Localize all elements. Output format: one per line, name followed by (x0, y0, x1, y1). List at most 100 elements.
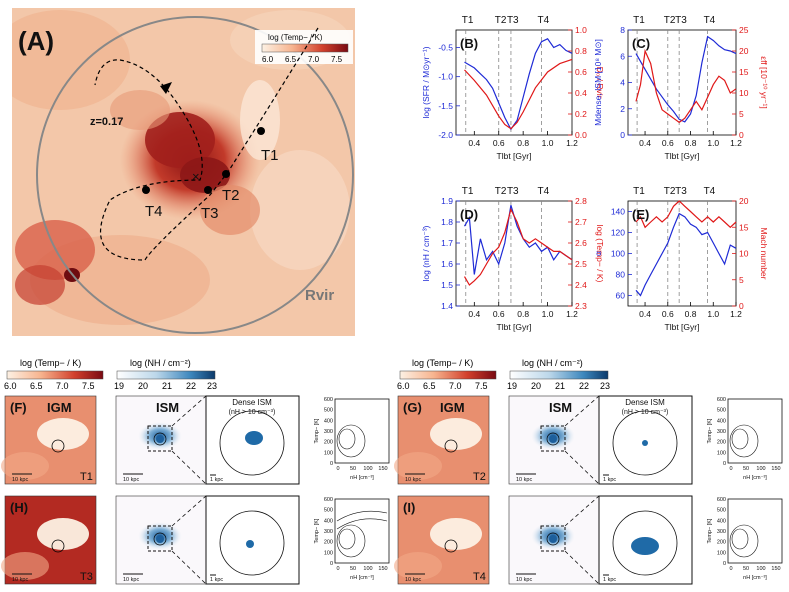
temp-cbar-right-tick-2: 7.0 (449, 381, 462, 391)
zoom-connector (171, 550, 207, 585)
y-left-tick-label: -1.0 (438, 72, 453, 82)
snapshot-time-label: T2 (473, 471, 486, 483)
time-marker-label: T2 (664, 15, 676, 26)
y-left-tick-label: 1.9 (441, 196, 453, 206)
temp-cbar-left-tick-1: 6.5 (30, 381, 43, 391)
y-left-tick-label: 1.8 (441, 217, 453, 227)
snapshot-g: (G) IGM 10 kpc T2 ISM 10 kpc Dense ISM (nH > 10… (394, 395, 783, 485)
zoom-connector (171, 395, 207, 427)
dense-ism-subtitle: (nH > 10 cm⁻³) (622, 409, 669, 416)
orbit-arrow-icon (160, 82, 172, 94)
y-right-tick-label: 20 (739, 196, 749, 206)
phase-y-tick: 200 (324, 540, 333, 546)
phase-y-tick: 0 (330, 461, 333, 467)
phase-x-tick: 100 (363, 466, 372, 472)
nh-cbar-left-tick-2: 21 (162, 381, 172, 391)
y-right-tick-label: 2.8 (575, 196, 587, 206)
phase-contour (731, 528, 749, 550)
igm-hot-region (430, 518, 482, 550)
nh-cbar-left-tick-3: 22 (186, 381, 196, 391)
time-marker-label: T1 (633, 186, 645, 197)
scale-label-10kpc: 10 kpc (405, 577, 421, 583)
x-tick-label: 0.4 (639, 138, 651, 148)
phase-diagram: 0 100 200 300 400 500 600 0 50 100 150 nH [cm⁻³] Tem… (314, 497, 390, 581)
phase-y-tick: 0 (723, 461, 726, 467)
chart-panel-label: (D) (460, 207, 478, 222)
dense-ism-ring (612, 510, 678, 576)
igm-hot-region (430, 418, 482, 450)
y-left-tick-label: 0 (620, 130, 625, 140)
dense-ism-subtitle: (nH > 10 cm⁻³) (229, 409, 276, 416)
snapshot-panel-label: (G) (403, 400, 422, 415)
phase-contour (338, 428, 356, 450)
dense-gas-clump (642, 440, 648, 446)
phase-x-tick: 100 (756, 566, 765, 572)
y-left-axis-label: log (nH / cm⁻³) (421, 225, 431, 281)
phase-y-tick: 300 (324, 529, 333, 535)
temp-cbar-title-left: log (Temp− / K) (20, 358, 81, 368)
temp-cbar-right (399, 370, 497, 380)
phase-y-tick: 500 (324, 508, 333, 514)
zoom-connector (171, 450, 207, 485)
panel-a-colorbar-title: log (Temp− / K) (268, 33, 323, 42)
y-left-tick-label: 6 (620, 51, 625, 61)
igm-ring (51, 539, 65, 553)
phase-x-tick: 0 (729, 566, 732, 572)
y-left-tick-label: -1.5 (438, 101, 453, 111)
igm-hot-region (37, 518, 89, 550)
y-right-tick-label: 10 (739, 249, 749, 259)
dense-ism-ring (219, 410, 285, 476)
nh-cbar-left-tick-4: 23 (207, 381, 217, 391)
ism-ring (546, 532, 560, 546)
phase-x-tick: 100 (756, 466, 765, 472)
y-right-tick-label: 2.4 (575, 280, 587, 290)
igm-ring (51, 439, 65, 453)
zoom-connector (564, 395, 600, 427)
x-axis-label: Tlbt [Gyr] (497, 151, 532, 161)
phase-contour (336, 518, 388, 530)
igm-warm-region (1, 452, 49, 480)
scale-label-1kpc: 1 kpc (603, 577, 616, 583)
phase-y-tick: 600 (717, 497, 726, 503)
phase-contour (336, 524, 366, 558)
zoom-box (147, 525, 173, 552)
x-tick-label: 0.6 (493, 309, 505, 319)
zoom-connector (564, 450, 600, 485)
y-left-tick-label: 100 (611, 249, 625, 259)
temp-cbar-left-tick-3: 7.5 (82, 381, 95, 391)
phase-y-tick: 400 (717, 418, 726, 424)
y-right-tick-label: 0.2 (575, 109, 587, 119)
scale-label-10kpc: 10 kpc (123, 477, 139, 483)
x-tick-label: 1.0 (542, 309, 554, 319)
temp-cbar-right-tick-1: 6.5 (423, 381, 436, 391)
x-tick-label: 0.4 (639, 309, 651, 319)
y-right-axis-label: D₀ / Rvir (595, 67, 605, 99)
zoom-box (540, 425, 566, 452)
series-line-d0-rvir (464, 58, 573, 130)
y-right-tick-label: 0.6 (575, 67, 587, 77)
y-right-tick-label: 0.0 (575, 130, 587, 140)
y-left-tick-label: 80 (616, 270, 626, 280)
phase-y-tick: 200 (717, 440, 726, 446)
scale-label-10kpc: 10 kpc (123, 577, 139, 583)
phase-y-tick: 400 (324, 518, 333, 524)
ism-label: ISM (549, 400, 572, 415)
dense-gas-clump (245, 431, 263, 445)
x-tick-label: 0.8 (685, 138, 697, 148)
y-right-tick-label: 20 (739, 46, 749, 56)
scale-label-10kpc: 10 kpc (516, 577, 532, 583)
x-tick-label: 1.2 (566, 138, 578, 148)
time-marker-label: T3 (507, 15, 519, 26)
x-tick-label: 0.8 (517, 309, 529, 319)
x-axis-label: Tlbt [Gyr] (665, 322, 700, 332)
phase-y-tick: 100 (717, 450, 726, 456)
phase-y-tick: 600 (324, 497, 333, 503)
dense-ism-title: Dense ISM (625, 398, 665, 407)
phase-y-tick: 0 (723, 561, 726, 567)
phase-x-tick: 50 (743, 566, 749, 572)
nh-cbar-left (116, 370, 216, 380)
nh-cbar-left-tick-0: 19 (114, 381, 124, 391)
zoom-connector (564, 495, 600, 527)
point-t2 (222, 170, 230, 178)
